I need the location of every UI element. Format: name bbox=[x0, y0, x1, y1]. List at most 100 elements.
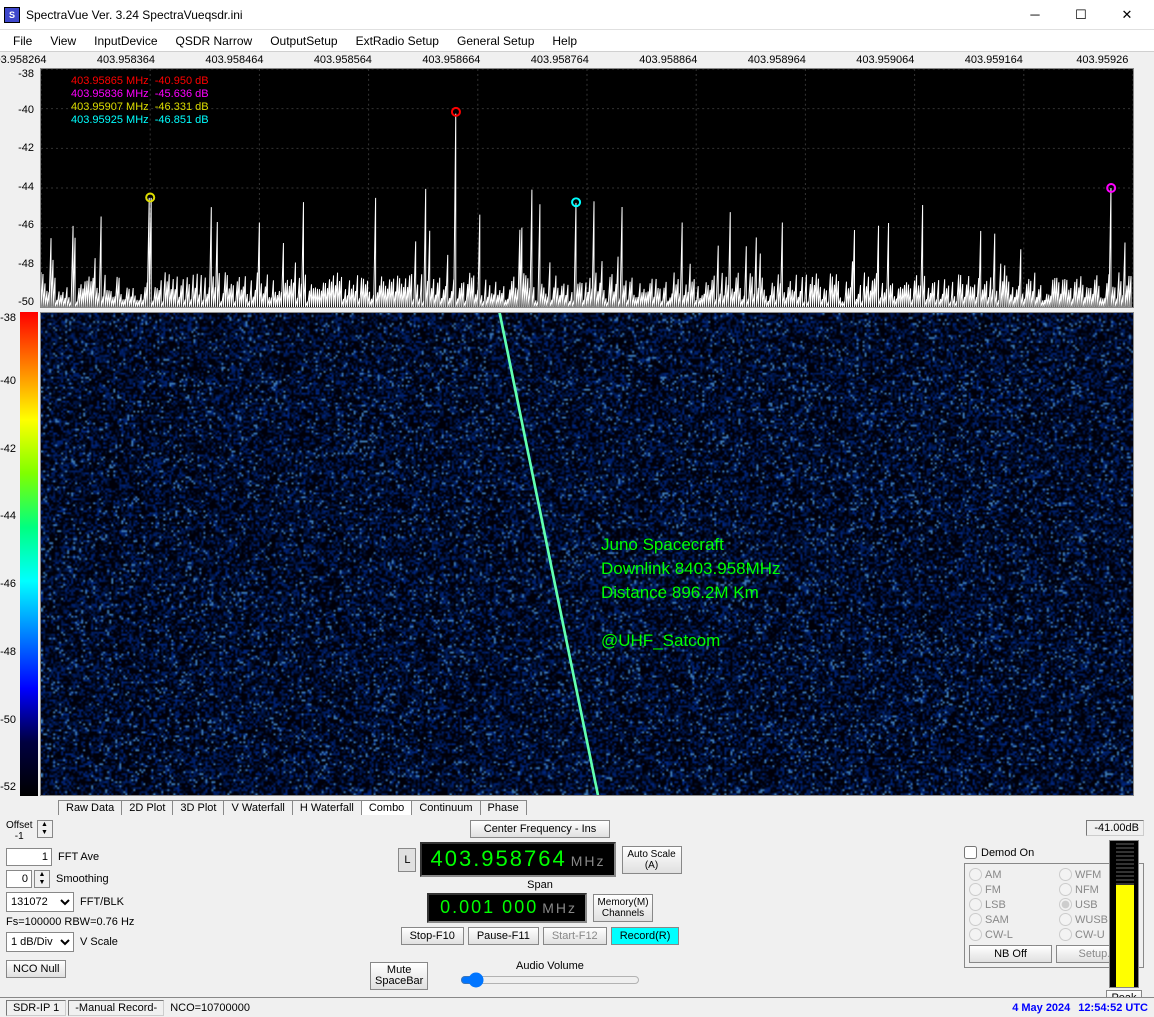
menu-inputdevice[interactable]: InputDevice bbox=[85, 32, 166, 50]
demod-lsb[interactable]: LSB bbox=[969, 898, 1049, 911]
freq-tick: 403.958364 bbox=[97, 54, 155, 66]
minimize-button[interactable]: ─ bbox=[1012, 0, 1058, 30]
fft-ave-label: FFT Ave bbox=[58, 851, 99, 863]
tab-h-waterfall[interactable]: H Waterfall bbox=[292, 800, 362, 815]
smoothing-input[interactable] bbox=[6, 870, 32, 888]
marker-readout: 403.95836 MHz -45.636 dB bbox=[71, 88, 209, 101]
vscale-select[interactable]: 1 dB/Div bbox=[6, 932, 74, 952]
spec-y-tick: -46 bbox=[18, 219, 34, 231]
wf-y-tick: -38 bbox=[0, 312, 16, 324]
offset-value: -1 bbox=[6, 831, 33, 842]
overlay-line: Downlink 8403.958MHz bbox=[601, 557, 781, 581]
wf-y-tick: -48 bbox=[0, 646, 16, 658]
freq-tick: 403.958264 bbox=[0, 54, 46, 66]
marker-readout: 403.95925 MHz -46.851 dB bbox=[71, 114, 209, 127]
spec-y-tick: -38 bbox=[18, 68, 34, 80]
stop-button[interactable]: Stop-F10 bbox=[401, 927, 464, 945]
overlay-line: Juno Spacecraft bbox=[601, 533, 781, 557]
menu-bar: FileViewInputDeviceQSDR NarrowOutputSetu… bbox=[0, 30, 1154, 52]
freq-tick: 403.959064 bbox=[856, 54, 914, 66]
wf-y-tick: -44 bbox=[0, 510, 16, 522]
wf-y-tick: -50 bbox=[0, 714, 16, 726]
close-button[interactable]: ✕ bbox=[1104, 0, 1150, 30]
demod-cw-l[interactable]: CW-L bbox=[969, 928, 1049, 941]
offset-spinner[interactable]: ▲▼ bbox=[37, 820, 53, 838]
smoothing-label: Smoothing bbox=[56, 873, 109, 885]
offset-label: Offset bbox=[6, 820, 33, 831]
spec-y-tick: -44 bbox=[18, 181, 34, 193]
spectrum-plot[interactable]: 403.95865 MHz -40.950 dB403.95836 MHz -4… bbox=[40, 68, 1134, 308]
tab-raw-data[interactable]: Raw Data bbox=[58, 800, 122, 815]
record-button[interactable]: Record(R) bbox=[611, 927, 680, 945]
nco-null-button[interactable]: NCO Null bbox=[6, 960, 66, 978]
autoscale-button[interactable]: Auto Scale (A) bbox=[622, 846, 682, 874]
audio-volume-slider[interactable] bbox=[460, 972, 640, 988]
waterfall-plot[interactable]: 2024-05-04 12:54:362024-05-04 12:54:1520… bbox=[40, 312, 1134, 796]
title-bar: S SpectraVue Ver. 3.24 SpectraVueqsdr.in… bbox=[0, 0, 1154, 30]
span-label: Span bbox=[380, 879, 700, 891]
menu-view[interactable]: View bbox=[41, 32, 85, 50]
status-time: 12:54:52 UTC bbox=[1078, 1002, 1148, 1014]
center-freq-display[interactable]: 403.958764MHz bbox=[420, 842, 615, 877]
menu-help[interactable]: Help bbox=[543, 32, 586, 50]
nb-off-button[interactable]: NB Off bbox=[969, 945, 1052, 963]
status-date: 4 May 2024 bbox=[1012, 1002, 1070, 1014]
fs-rbw-readout: Fs=100000 RBW=0.76 Hz bbox=[6, 916, 146, 928]
freq-tick: 403.958664 bbox=[422, 54, 480, 66]
fft-ave-input[interactable] bbox=[6, 848, 52, 866]
view-tabs: Raw Data2D Plot3D PlotV WaterfallH Water… bbox=[58, 800, 526, 815]
demod-fm[interactable]: FM bbox=[969, 883, 1049, 896]
marker-readout: 403.95907 MHz -46.331 dB bbox=[71, 101, 209, 114]
overlay-line: Distance 896.2M Km bbox=[601, 581, 781, 605]
freq-tick: 403.958964 bbox=[748, 54, 806, 66]
tab-2d-plot[interactable]: 2D Plot bbox=[121, 800, 173, 815]
freq-tick: 403.958764 bbox=[531, 54, 589, 66]
span-display[interactable]: 0.001 000MHz bbox=[427, 893, 587, 923]
spec-y-tick: -40 bbox=[18, 104, 34, 116]
freq-tick: 403.959164 bbox=[965, 54, 1023, 66]
status-nco: NCO=10700000 bbox=[170, 1002, 250, 1014]
overlay-annotation: Juno Spacecraft Downlink 8403.958MHz Dis… bbox=[601, 533, 781, 653]
status-device: SDR-IP 1 bbox=[6, 1000, 66, 1016]
smoothing-spinner[interactable]: ▲▼ bbox=[34, 870, 50, 888]
freq-tick: 403.958564 bbox=[314, 54, 372, 66]
audio-volume-label: Audio Volume bbox=[460, 960, 640, 972]
menu-outputsetup[interactable]: OutputSetup bbox=[261, 32, 346, 50]
wf-y-tick: -52 bbox=[0, 781, 16, 793]
tab-combo[interactable]: Combo bbox=[361, 800, 412, 815]
overlay-line: @UHF_Satcom bbox=[601, 629, 781, 653]
status-record: -Manual Record- bbox=[68, 1000, 164, 1016]
center-freq-button[interactable]: Center Frequency - Ins bbox=[470, 820, 610, 838]
wf-y-tick: -46 bbox=[0, 578, 16, 590]
start-button[interactable]: Start-F12 bbox=[543, 927, 607, 945]
spec-y-tick: -48 bbox=[18, 258, 34, 270]
spectrum-y-axis: -38-40-42-44-46-48-50 bbox=[6, 68, 36, 308]
tab-v-waterfall[interactable]: V Waterfall bbox=[223, 800, 292, 815]
window-title: SpectraVue Ver. 3.24 SpectraVueqsdr.ini bbox=[26, 8, 1012, 22]
fft-blk-select[interactable]: 131072 bbox=[6, 892, 74, 912]
maximize-button[interactable]: ☐ bbox=[1058, 0, 1104, 30]
tab-continuum[interactable]: Continuum bbox=[411, 800, 480, 815]
l-indicator: L bbox=[398, 848, 416, 872]
menu-qsdr-narrow[interactable]: QSDR Narrow bbox=[167, 32, 262, 50]
control-panel: Offset -1 ▲▼ FFT Ave ▲▼ Smoothing 131072… bbox=[0, 814, 1154, 994]
color-scale bbox=[20, 312, 38, 796]
db-readout: -41.00dB bbox=[1086, 820, 1144, 836]
demod-sam[interactable]: SAM bbox=[969, 913, 1049, 926]
wf-y-tick: -40 bbox=[0, 375, 16, 387]
memory-channels-button[interactable]: Memory(M) Channels bbox=[593, 894, 653, 922]
vscale-label: V Scale bbox=[80, 936, 118, 948]
menu-extradio-setup[interactable]: ExtRadio Setup bbox=[347, 32, 448, 50]
demod-am[interactable]: AM bbox=[969, 868, 1049, 881]
tab-phase[interactable]: Phase bbox=[480, 800, 527, 815]
menu-file[interactable]: File bbox=[4, 32, 41, 50]
pause-button[interactable]: Pause-F11 bbox=[468, 927, 539, 945]
marker-readouts: 403.95865 MHz -40.950 dB403.95836 MHz -4… bbox=[71, 75, 209, 127]
mute-button[interactable]: Mute SpaceBar bbox=[370, 962, 428, 990]
spec-y-tick: -42 bbox=[18, 142, 34, 154]
frequency-axis: 403.958264403.958364403.958464403.958564… bbox=[6, 54, 1148, 68]
tab-3d-plot[interactable]: 3D Plot bbox=[172, 800, 224, 815]
app-icon: S bbox=[4, 7, 20, 23]
menu-general-setup[interactable]: General Setup bbox=[448, 32, 543, 50]
fft-blk-label: FFT/BLK bbox=[80, 896, 124, 908]
